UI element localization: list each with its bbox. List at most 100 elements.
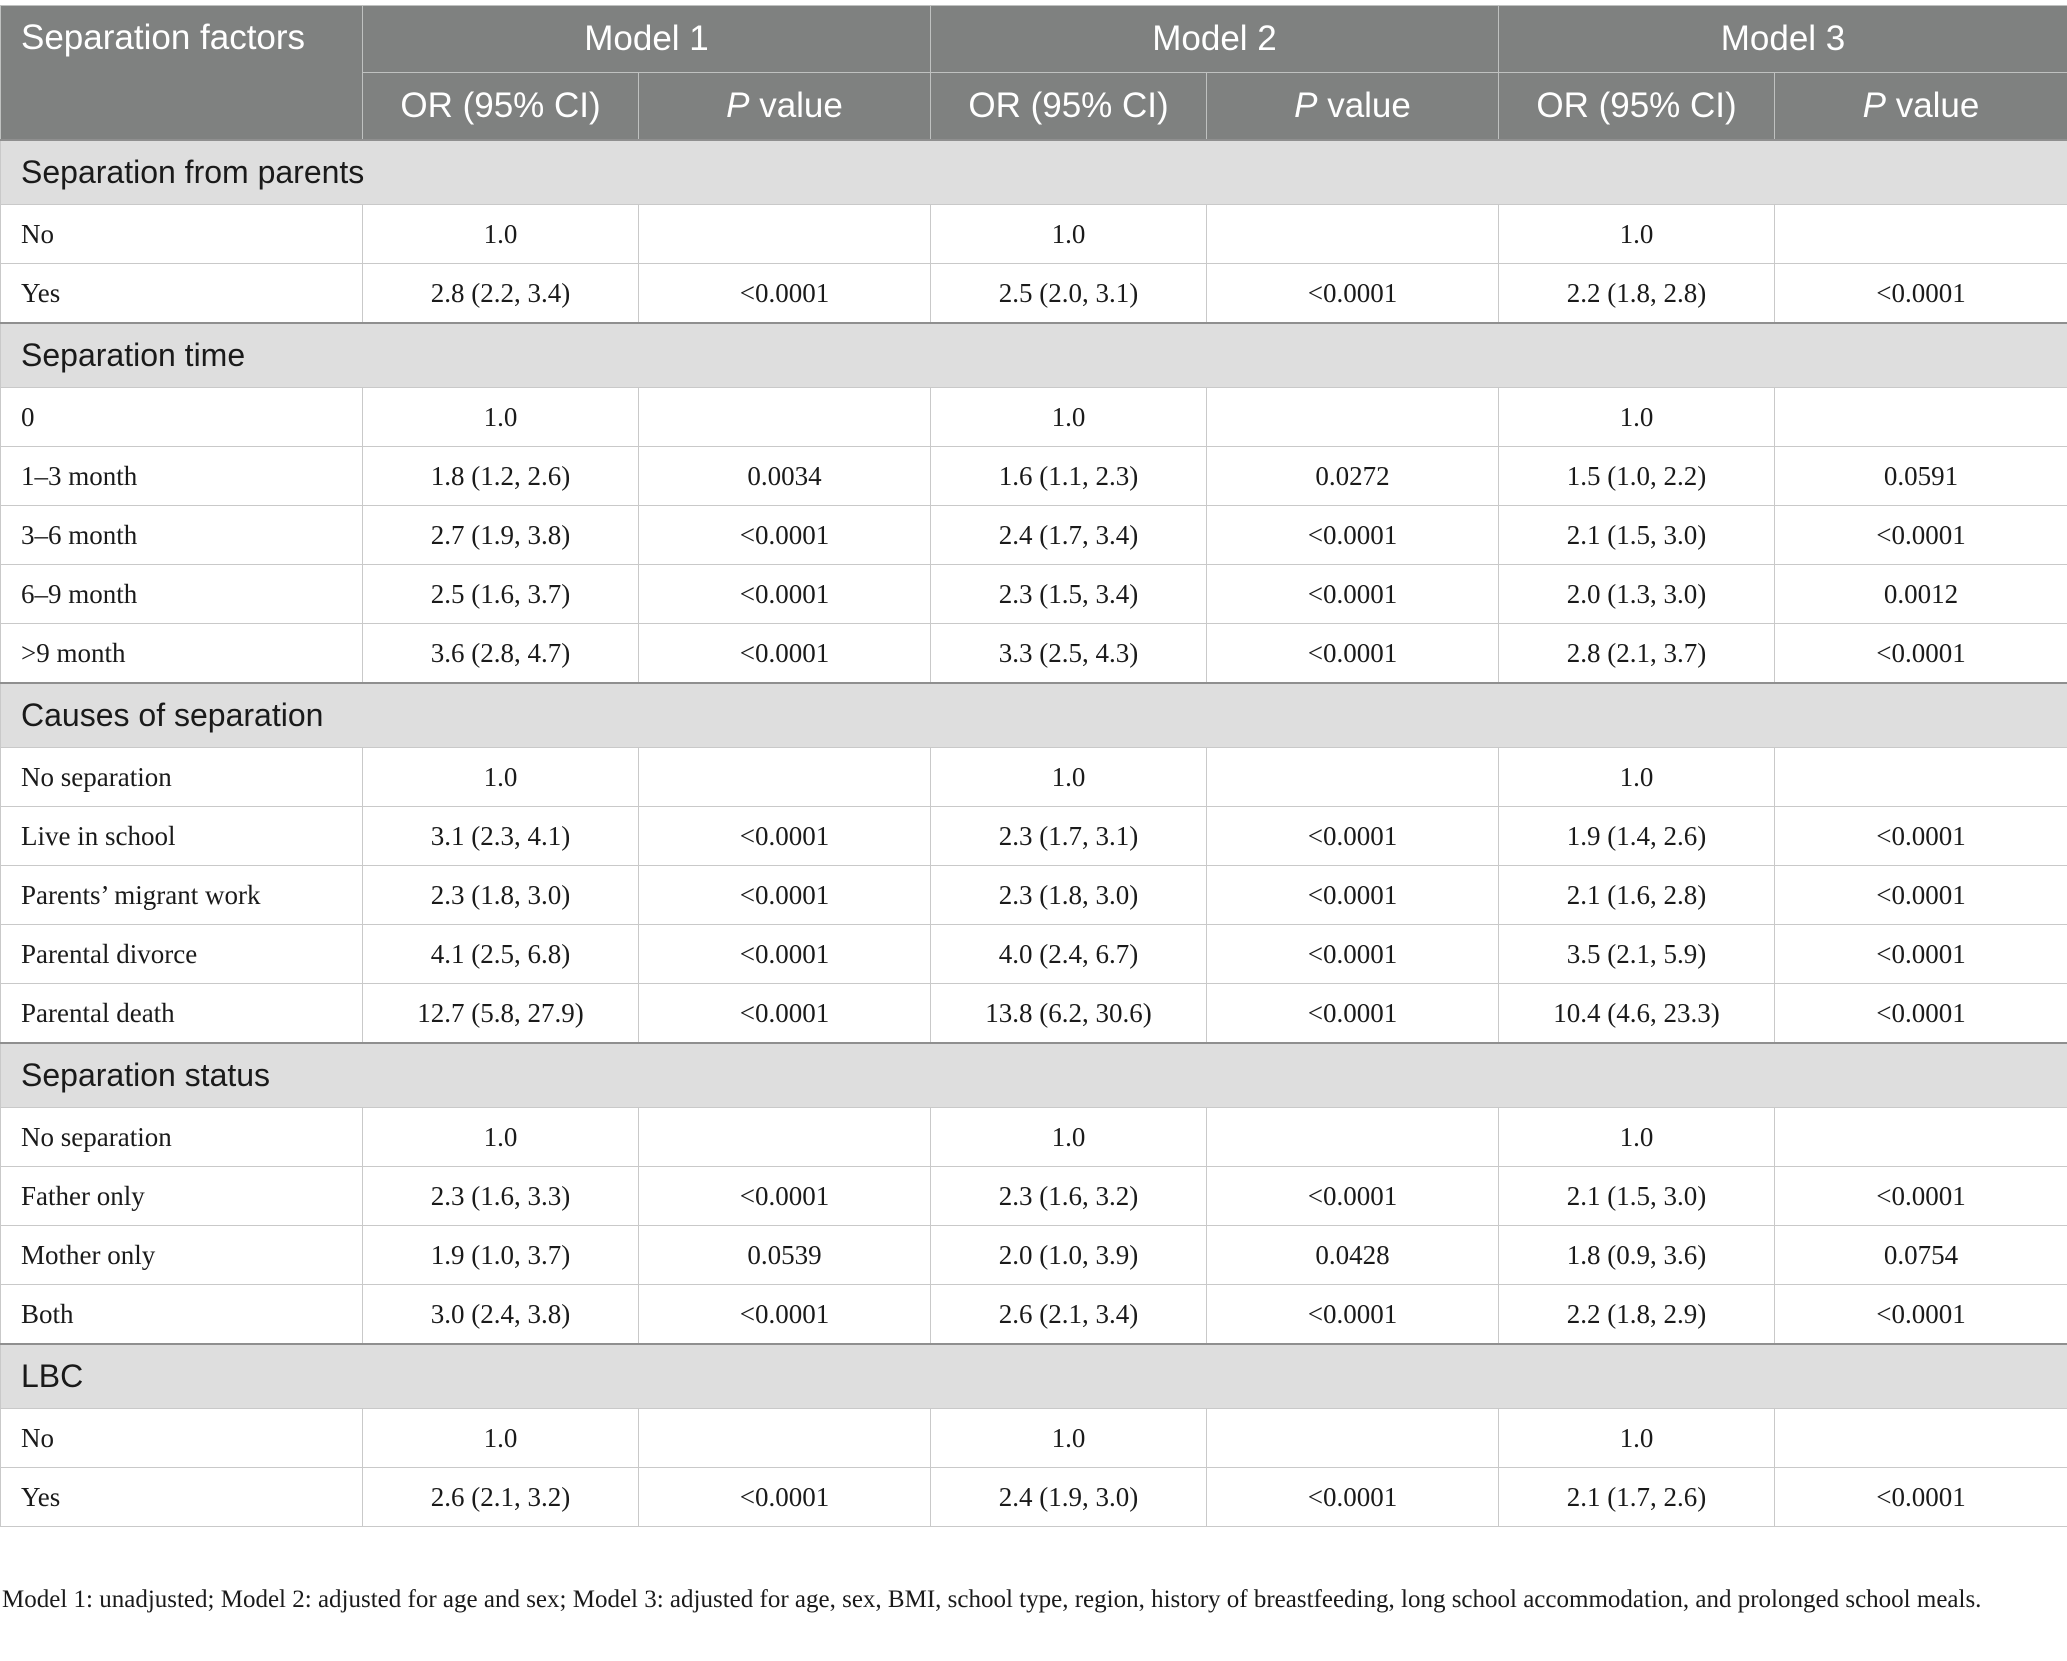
p-value-cell [638,204,931,264]
or-ci-cell: 1.0 [1498,387,1775,447]
or-ci-cell: 1.0 [1498,1408,1775,1468]
p-value-cell: <0.0001 [1206,806,1499,866]
or-ci-cell: 4.1 (2.5, 6.8) [362,924,639,984]
table-row: Parental death 12.7 (5.8, 27.9) <0.0001 13.… [0,983,2067,1044]
or-ci-cell: 2.5 (1.6, 3.7) [362,564,639,624]
table-container: Separation factors Model 1 Model 2 Model… [0,5,2067,1527]
row-label: No separation [0,747,363,807]
row-label: Parents’ migrant work [0,865,363,925]
p-value-cell [1206,387,1499,447]
p-value-cell: <0.0001 [638,1467,931,1527]
or-ci-cell: 1.9 (1.4, 2.6) [1498,806,1775,866]
or-ci-cell: 2.3 (1.5, 3.4) [930,564,1207,624]
header-p-value: P value [1206,72,1499,141]
p-value-cell [1774,1408,2067,1468]
or-ci-cell: 2.8 (2.1, 3.7) [1498,623,1775,684]
section-row: Separation time [0,322,2067,388]
p-value-cell [1206,204,1499,264]
or-ci-cell: 2.1 (1.5, 3.0) [1498,505,1775,565]
or-ci-cell: 2.5 (2.0, 3.1) [930,263,1207,324]
or-ci-cell: 1.0 [362,1107,639,1167]
p-italic: P [726,86,750,125]
section-title: Separation from parents [0,139,2067,205]
row-label: >9 month [0,623,363,684]
header-model-3: Model 3 [1498,5,2067,73]
p-value-cell [1206,1408,1499,1468]
p-rest: value [1317,86,1411,125]
p-value-cell [638,747,931,807]
section-row: Causes of separation [0,682,2067,748]
or-ci-cell: 2.1 (1.5, 3.0) [1498,1166,1775,1226]
table-row: 6–9 month 2.5 (1.6, 3.7) <0.0001 2.3 (1.5, … [0,564,2067,624]
p-value-cell [1206,1107,1499,1167]
table-footnote: Model 1: unadjusted; Model 2: adjusted f… [2,1586,1982,1613]
table-row: 0 1.0 1.0 1.0 [0,387,2067,447]
table-row: 3–6 month 2.7 (1.9, 3.8) <0.0001 2.4 (1.7, … [0,505,2067,565]
or-ci-cell: 2.3 (1.8, 3.0) [362,865,639,925]
results-table: Separation factors Model 1 Model 2 Model… [0,5,2067,1527]
or-ci-cell: 2.4 (1.9, 3.0) [930,1467,1207,1527]
or-ci-cell: 2.0 (1.0, 3.9) [930,1225,1207,1285]
or-ci-cell: 3.1 (2.3, 4.1) [362,806,639,866]
section-row: Separation status [0,1042,2067,1108]
header-or-ci: OR (95% CI) [930,72,1207,141]
or-ci-cell: 2.6 (2.1, 3.4) [930,1284,1207,1345]
or-ci-cell: 1.0 [362,204,639,264]
or-ci-cell: 2.1 (1.7, 2.6) [1498,1467,1775,1527]
row-label: 3–6 month [0,505,363,565]
header-model-1: Model 1 [362,5,931,73]
header-or-ci: OR (95% CI) [362,72,639,141]
row-label: 0 [0,387,363,447]
p-value-cell: <0.0001 [1206,1284,1499,1345]
row-label: Mother only [0,1225,363,1285]
header-or-ci: OR (95% CI) [1498,72,1775,141]
p-value-cell: <0.0001 [1774,1467,2067,1527]
row-label: 1–3 month [0,446,363,506]
row-label: Both [0,1284,363,1345]
p-value-cell: 0.0012 [1774,564,2067,624]
or-ci-cell: 1.0 [362,747,639,807]
or-ci-cell: 2.6 (2.1, 3.2) [362,1467,639,1527]
or-ci-cell: 2.7 (1.9, 3.8) [362,505,639,565]
p-value-cell: 0.0272 [1206,446,1499,506]
row-label: Parental divorce [0,924,363,984]
or-ci-cell: 1.8 (1.2, 2.6) [362,446,639,506]
or-ci-cell: 2.3 (1.6, 3.3) [362,1166,639,1226]
p-value-cell: <0.0001 [1774,865,2067,925]
p-value-cell: 0.0754 [1774,1225,2067,1285]
p-value-cell: <0.0001 [638,1284,931,1345]
p-value-cell: 0.0428 [1206,1225,1499,1285]
p-value-cell [638,1408,931,1468]
section-title: LBC [0,1343,2067,1409]
or-ci-cell: 2.4 (1.7, 3.4) [930,505,1207,565]
or-ci-cell: 1.8 (0.9, 3.6) [1498,1225,1775,1285]
section-title: Separation status [0,1042,2067,1108]
section-title: Separation time [0,322,2067,388]
p-value-cell: <0.0001 [1774,623,2067,684]
or-ci-cell: 2.3 (1.6, 3.2) [930,1166,1207,1226]
p-value-cell [1206,747,1499,807]
p-value-cell: <0.0001 [638,505,931,565]
table-row: No separation 1.0 1.0 1.0 [0,747,2067,807]
table-row: Yes 2.8 (2.2, 3.4) <0.0001 2.5 (2.0, 3.1) <0… [0,263,2067,324]
p-value-cell: <0.0001 [1774,924,2067,984]
or-ci-cell: 1.0 [930,747,1207,807]
or-ci-cell: 3.0 (2.4, 3.8) [362,1284,639,1345]
p-value-cell: <0.0001 [638,983,931,1044]
p-value-cell [1774,387,2067,447]
p-value-cell [1774,1107,2067,1167]
section-row: Separation from parents [0,139,2067,205]
row-label: No [0,204,363,264]
p-italic: P [1294,86,1318,125]
or-ci-cell: 3.3 (2.5, 4.3) [930,623,1207,684]
table-body: Separation from parents No 1.0 1.0 1.0 Yes 2.8… [0,139,2067,1527]
table-row: Parental divorce 4.1 (2.5, 6.8) <0.0001 4.0… [0,924,2067,984]
p-value-cell [638,1107,931,1167]
row-label: 6–9 month [0,564,363,624]
p-value-cell: 0.0034 [638,446,931,506]
p-italic: P [1862,86,1886,125]
or-ci-cell: 10.4 (4.6, 23.3) [1498,983,1775,1044]
table-header: Separation factors Model 1 Model 2 Model… [0,5,2067,141]
p-value-cell: <0.0001 [1774,983,2067,1044]
or-ci-cell: 1.0 [362,1408,639,1468]
